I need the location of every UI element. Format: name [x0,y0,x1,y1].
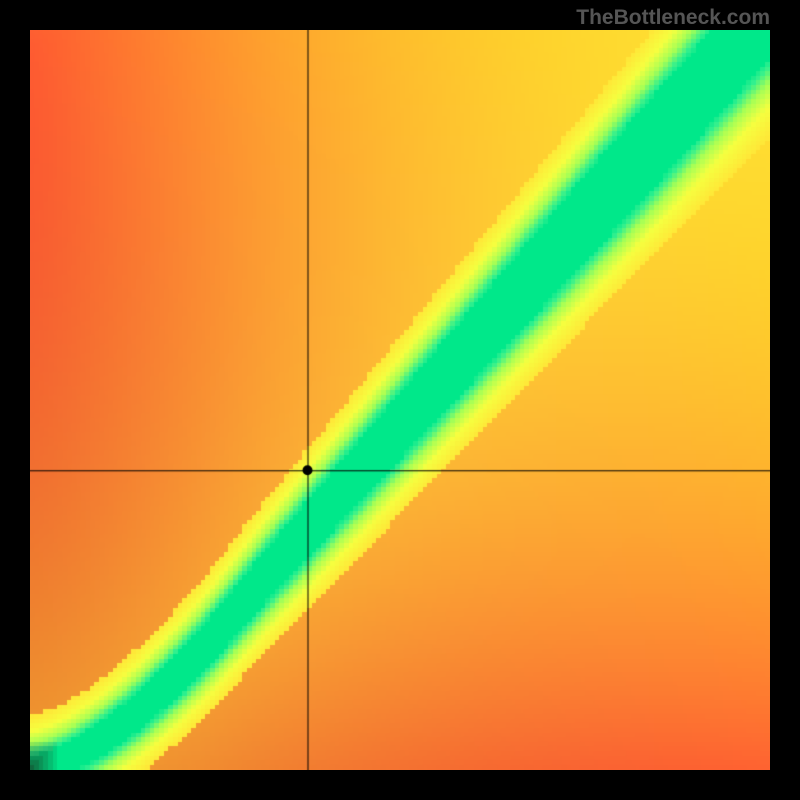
chart-container: TheBottleneck.com [0,0,800,800]
bottleneck-heatmap [30,30,770,770]
heatmap-canvas-wrap [30,30,770,770]
watermark-text: TheBottleneck.com [576,6,770,30]
